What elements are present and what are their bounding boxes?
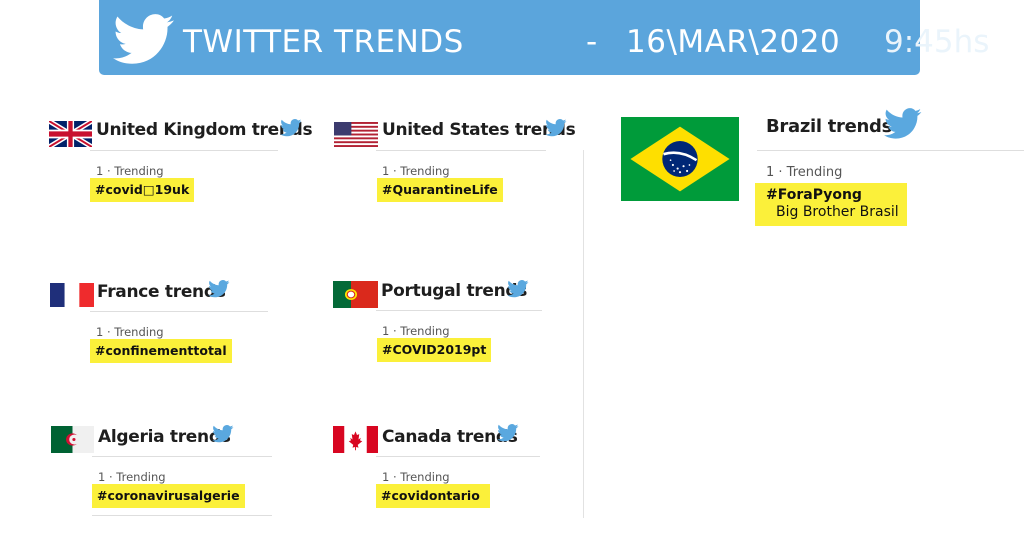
divider [376, 150, 546, 151]
twitter-bird-icon [884, 108, 922, 139]
twitter-bird-icon [113, 14, 174, 64]
divider [757, 150, 1024, 151]
country-title: United Kingdom trends [96, 120, 313, 140]
title-separator: - [586, 24, 598, 60]
us-flag [334, 122, 378, 147]
time-label: 9:45hs [884, 24, 990, 60]
trend-rank: 1 · Trending [98, 470, 166, 484]
trend-rank: 1 · Trending [382, 470, 450, 484]
twitter-bird-icon [212, 425, 234, 443]
uk-flag [49, 121, 92, 147]
country-title: Canada trends [382, 427, 518, 447]
divider [90, 150, 278, 151]
trend-rank: 1 · Trending [96, 325, 164, 339]
twitter-bird-icon [497, 424, 519, 442]
trend-hashtag[interactable]: #confinementtotal [90, 339, 232, 363]
canada-flag [333, 426, 378, 453]
trend-rank: 1 · Trending [766, 165, 843, 180]
twitter-bird-icon [208, 280, 230, 298]
trend-hashtag[interactable]: #covidontario [376, 484, 490, 508]
trend-rank: 1 · Trending [382, 164, 450, 178]
page-title: TWITTER TRENDS [183, 24, 464, 60]
country-title: United States trends [382, 120, 576, 140]
country-title: Algeria trends [98, 427, 231, 447]
trend-hashtag[interactable]: #covid□19uk [90, 178, 195, 202]
divider [92, 515, 272, 516]
divider [92, 456, 272, 457]
header-banner: TWITTER TRENDS - 16\MAR\2020 9:45hs [99, 0, 989, 75]
trend-rank: 1 · Trending [382, 324, 450, 338]
brazil-flag [621, 117, 739, 201]
date-label: 16\MAR\2020 [626, 24, 841, 60]
trend-hashtag[interactable]: #QuarantineLife [377, 178, 503, 202]
country-title: Portugal trends [381, 281, 528, 301]
trend-hashtag[interactable]: #COVID2019pt [377, 338, 492, 362]
column-divider [583, 150, 584, 518]
twitter-bird-icon [280, 119, 302, 137]
country-title: Brazil trends [766, 116, 893, 137]
trend-hashtag: #ForaPyong [766, 187, 862, 203]
trend-rank: 1 · Trending [96, 164, 164, 178]
portugal-flag [333, 281, 378, 308]
france-flag [50, 283, 94, 307]
country-title: France trends [97, 282, 226, 302]
trend-hashtag-box[interactable]: #ForaPyong Big Brother Brasil [755, 183, 907, 226]
divider [376, 310, 542, 311]
twitter-bird-icon [507, 280, 529, 298]
algeria-flag [51, 426, 94, 453]
trend-subtitle: Big Brother Brasil [776, 204, 899, 220]
trend-hashtag[interactable]: #coronavirusalgerie [92, 484, 245, 508]
twitter-bird-icon [545, 119, 567, 137]
divider [376, 456, 540, 457]
divider [90, 311, 268, 312]
